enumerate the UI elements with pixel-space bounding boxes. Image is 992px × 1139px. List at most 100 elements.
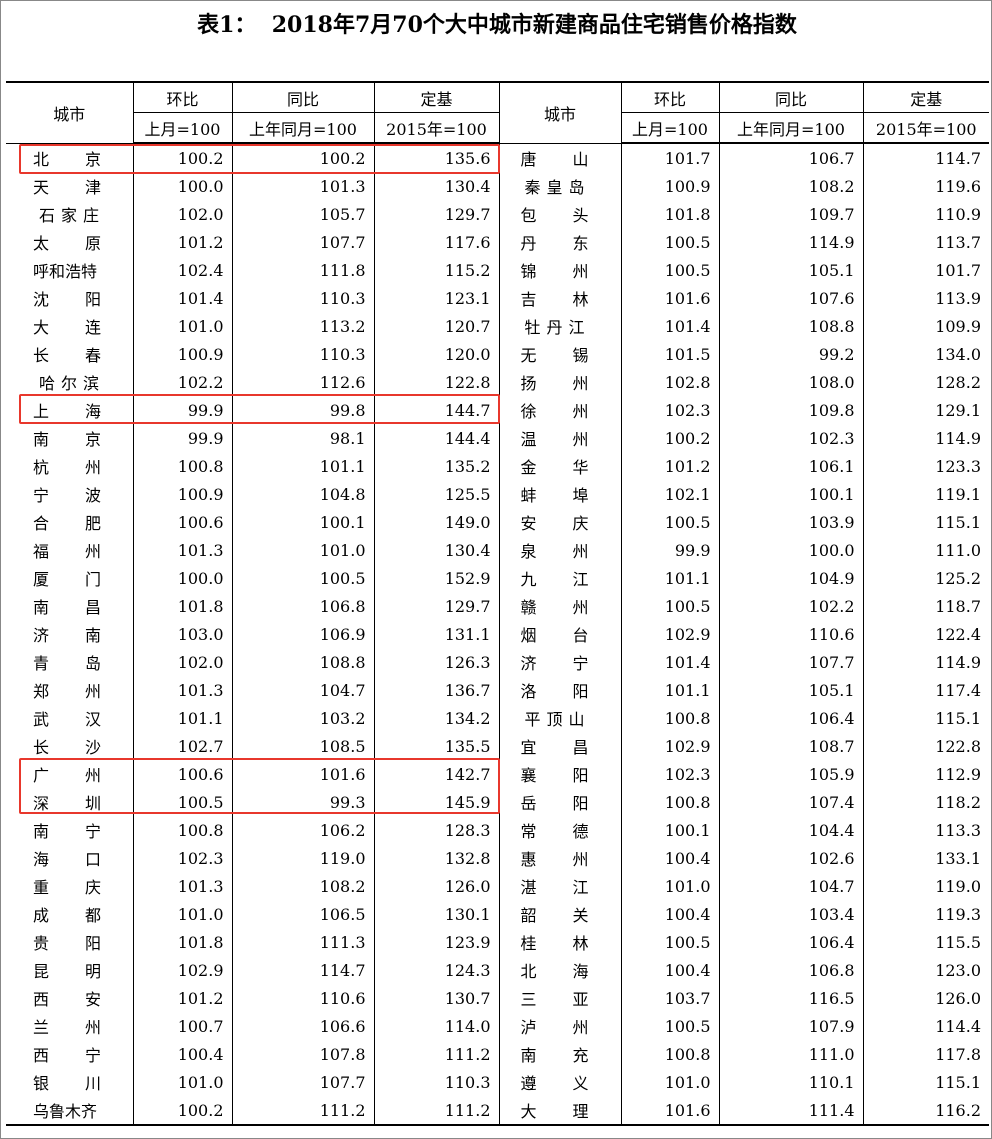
table-body: 北京 100.2 100.2 135.6 唐山 101.7 106.7 114.7 天津 100.… <box>6 143 989 1126</box>
city-name: 福州 <box>33 542 101 561</box>
value-cell: 102.9 <box>620 732 719 760</box>
city-name: 常德 <box>520 822 589 841</box>
value-cell: 115.1 <box>862 508 989 536</box>
city-cell: 北海 <box>498 956 621 984</box>
value-cell: 101.7 <box>862 256 989 284</box>
city-cell: 唐山 <box>498 143 621 172</box>
city-name: 乌鲁木齐 <box>33 1102 98 1121</box>
city-name: 蚌埠 <box>520 486 589 505</box>
table-row: 兰州 100.7 106.6 114.0 泸州 100.5 107.9 114.4 <box>6 1012 989 1040</box>
value-cell: 102.3 <box>620 396 719 424</box>
city-name: 成都 <box>33 906 101 925</box>
city-name: 郑州 <box>33 682 101 701</box>
value-cell: 115.1 <box>862 1068 989 1096</box>
city-cell: 岳阳 <box>498 788 621 816</box>
value-cell: 100.4 <box>620 956 719 984</box>
value-cell: 124.3 <box>373 956 499 984</box>
value-cell: 102.6 <box>718 844 863 872</box>
value-cell: 144.7 <box>373 396 499 424</box>
value-cell: 101.4 <box>132 284 232 312</box>
table-row: 大连 101.0 113.2 120.7 牡丹江 101.4 108.8 109.9 <box>6 312 989 340</box>
value-cell: 123.1 <box>373 284 499 312</box>
value-cell: 129.7 <box>373 592 499 620</box>
value-cell: 106.2 <box>231 816 374 844</box>
table-row: 天津 100.0 101.3 130.4 秦皇岛 100.9 108.2 119.6 <box>6 172 989 200</box>
city-cell: 大理 <box>498 1096 621 1126</box>
value-cell: 106.8 <box>718 956 863 984</box>
value-cell: 144.4 <box>373 424 499 452</box>
city-cell: 长沙 <box>6 732 133 760</box>
value-cell: 135.6 <box>373 143 499 172</box>
value-cell: 100.5 <box>620 1012 719 1040</box>
city-cell: 南宁 <box>6 816 133 844</box>
city-name: 安庆 <box>520 514 589 533</box>
value-cell: 116.2 <box>862 1096 989 1126</box>
value-cell: 101.2 <box>132 984 232 1012</box>
city-name: 天津 <box>33 178 101 197</box>
city-cell: 郑州 <box>6 676 133 704</box>
value-cell: 100.2 <box>132 1096 232 1126</box>
value-cell: 114.0 <box>373 1012 499 1040</box>
city-cell: 泸州 <box>498 1012 621 1040</box>
value-cell: 114.9 <box>862 424 989 452</box>
city-cell: 九江 <box>498 564 621 592</box>
value-cell: 104.9 <box>718 564 863 592</box>
value-cell: 101.0 <box>132 1068 232 1096</box>
value-cell: 111.2 <box>373 1096 499 1126</box>
value-cell: 112.9 <box>862 760 989 788</box>
value-cell: 100.6 <box>132 760 232 788</box>
value-cell: 123.0 <box>862 956 989 984</box>
value-cell: 117.6 <box>373 228 499 256</box>
header-column: 同比 <box>231 81 375 113</box>
value-cell: 130.7 <box>373 984 499 1012</box>
city-cell: 福州 <box>6 536 133 564</box>
city-name: 大理 <box>520 1102 589 1121</box>
city-cell: 包头 <box>498 200 621 228</box>
value-cell: 108.7 <box>718 732 863 760</box>
value-cell: 101.7 <box>620 143 719 172</box>
value-cell: 100.4 <box>620 844 719 872</box>
value-cell: 102.3 <box>718 424 863 452</box>
highlight-box <box>19 394 500 424</box>
value-cell: 101.1 <box>620 564 719 592</box>
city-cell: 秦皇岛 <box>498 172 621 200</box>
table-row: 福州 101.3 101.0 130.4 泉州 99.9 100.0 111.0 <box>6 536 989 564</box>
table-row: 长沙 102.7 108.5 135.5 宜昌 102.9 108.7 122.8 <box>6 732 989 760</box>
value-cell: 111.2 <box>373 1040 499 1068</box>
value-cell: 115.2 <box>373 256 499 284</box>
value-cell: 101.3 <box>132 872 232 900</box>
value-cell: 108.2 <box>231 872 374 900</box>
title: 表1： 2018年7月70个大中城市新建商品住宅销售价格指数 <box>197 12 797 38</box>
value-cell: 152.9 <box>373 564 499 592</box>
value-cell: 109.7 <box>718 200 863 228</box>
city-name: 沈阳 <box>33 290 101 309</box>
value-cell: 100.5 <box>132 788 232 816</box>
city-name: 扬州 <box>520 374 589 393</box>
city-name: 宜昌 <box>520 738 589 757</box>
header-column: 定基 <box>862 81 989 113</box>
city-cell: 无锡 <box>498 340 621 368</box>
city-cell: 金华 <box>498 452 621 480</box>
city-cell: 天津 <box>6 172 133 200</box>
value-cell: 114.9 <box>718 228 863 256</box>
city-cell: 平顶山 <box>498 704 621 732</box>
value-cell: 107.7 <box>718 648 863 676</box>
city-cell: 韶关 <box>498 900 621 928</box>
city-cell: 杭州 <box>6 452 133 480</box>
value-cell: 100.2 <box>231 143 374 172</box>
value-cell: 111.4 <box>718 1096 863 1126</box>
value-cell: 102.8 <box>620 368 719 396</box>
value-cell: 102.3 <box>132 844 232 872</box>
value-cell: 104.7 <box>718 872 863 900</box>
value-cell: 112.6 <box>231 368 374 396</box>
header-base: 2015年=100 <box>862 112 989 144</box>
city-name: 长春 <box>33 346 101 365</box>
value-cell: 99.2 <box>718 340 863 368</box>
value-cell: 100.9 <box>132 340 232 368</box>
value-cell: 101.1 <box>132 704 232 732</box>
city-name: 韶关 <box>520 906 589 925</box>
value-cell: 105.1 <box>718 676 863 704</box>
header-column: 环比 <box>132 81 233 113</box>
value-cell: 117.4 <box>862 676 989 704</box>
city-name: 北京 <box>33 149 101 169</box>
